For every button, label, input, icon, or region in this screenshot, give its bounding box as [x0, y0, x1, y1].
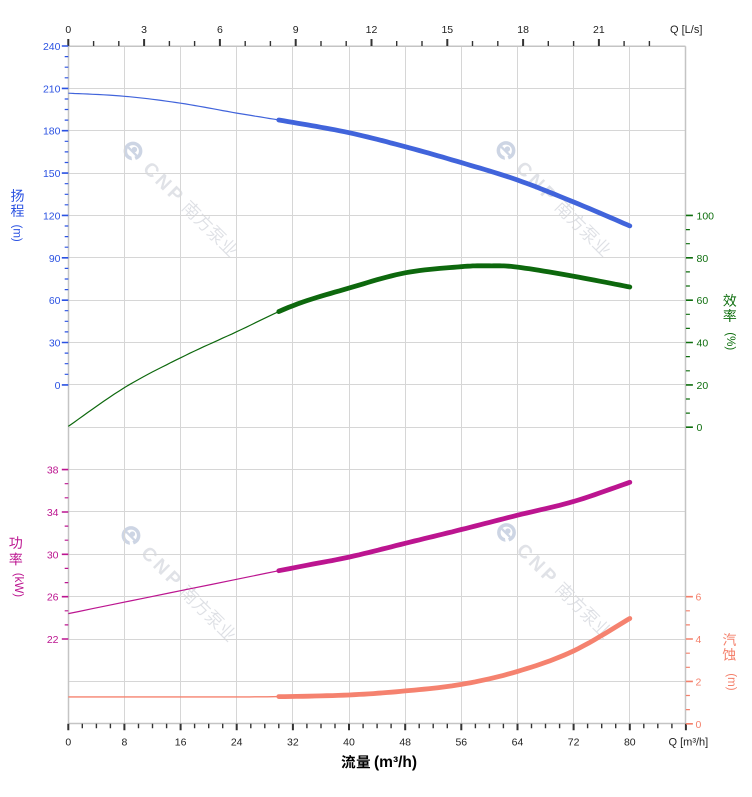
svg-text:6: 6	[696, 592, 702, 604]
svg-text:(%): (%)	[724, 332, 736, 350]
svg-text:6: 6	[217, 24, 223, 36]
svg-text:180: 180	[43, 126, 61, 138]
svg-text:0: 0	[697, 422, 703, 434]
svg-text:80: 80	[697, 253, 709, 265]
svg-text:12: 12	[366, 24, 378, 36]
svg-text:48: 48	[399, 737, 411, 749]
svg-text:38: 38	[47, 465, 59, 477]
svg-text:64: 64	[512, 737, 524, 749]
svg-text:(m³/h): (m³/h)	[374, 754, 417, 771]
svg-text:16: 16	[175, 737, 187, 749]
svg-text:30: 30	[49, 338, 61, 350]
svg-text:40: 40	[343, 737, 355, 749]
svg-text:(kW): (kW)	[12, 573, 24, 597]
svg-text:150: 150	[43, 168, 61, 180]
svg-text:40: 40	[697, 338, 709, 350]
svg-text:30: 30	[47, 549, 59, 561]
svg-text:18: 18	[517, 24, 529, 36]
svg-text:90: 90	[49, 253, 61, 265]
svg-text:3: 3	[141, 24, 147, 36]
svg-text:100: 100	[697, 210, 715, 222]
svg-text:60: 60	[49, 295, 61, 307]
svg-text:15: 15	[441, 24, 453, 36]
svg-text:Q [L/s]: Q [L/s]	[670, 24, 702, 36]
svg-text:(m): (m)	[725, 673, 737, 690]
svg-text:0: 0	[696, 719, 702, 731]
svg-text:8: 8	[121, 737, 127, 749]
svg-text:20: 20	[697, 380, 709, 392]
svg-text:26: 26	[47, 592, 59, 604]
svg-text:0: 0	[65, 737, 71, 749]
svg-text:34: 34	[47, 507, 59, 519]
svg-text:Q [m³/h]: Q [m³/h]	[669, 737, 709, 749]
svg-text:240: 240	[43, 41, 61, 53]
svg-text:120: 120	[43, 210, 61, 222]
svg-text:4: 4	[696, 634, 702, 646]
svg-text:24: 24	[231, 737, 243, 749]
svg-text:60: 60	[697, 295, 709, 307]
svg-text:0: 0	[55, 380, 61, 392]
svg-text:210: 210	[43, 83, 61, 95]
svg-text:21: 21	[593, 24, 605, 36]
svg-text:32: 32	[287, 737, 299, 749]
svg-text:72: 72	[568, 737, 580, 749]
svg-text:56: 56	[455, 737, 467, 749]
svg-text:(m): (m)	[10, 225, 22, 242]
svg-text:9: 9	[293, 24, 299, 36]
svg-text:2: 2	[696, 676, 702, 688]
svg-text:22: 22	[47, 634, 59, 646]
svg-text:80: 80	[624, 737, 636, 749]
svg-text:0: 0	[65, 24, 71, 36]
